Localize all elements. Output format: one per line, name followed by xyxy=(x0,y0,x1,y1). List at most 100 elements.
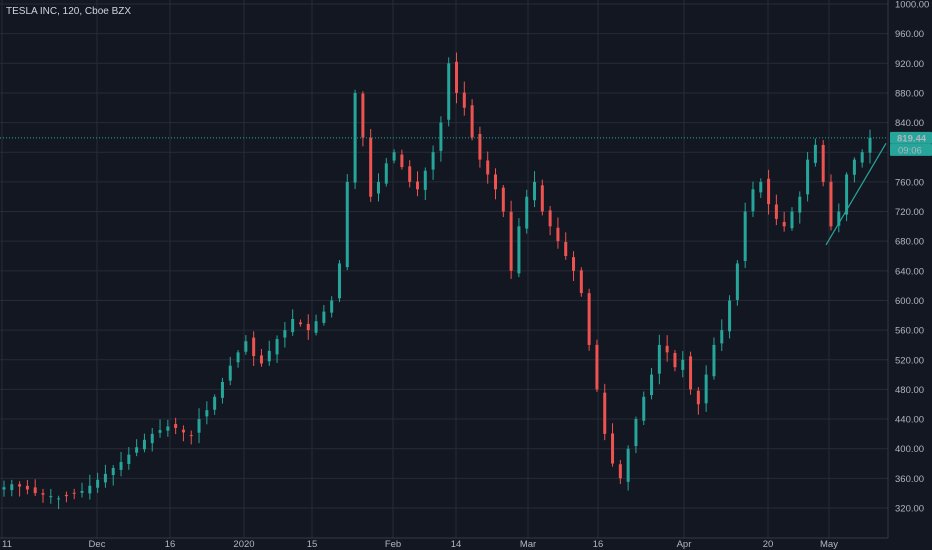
candle-body xyxy=(330,300,334,313)
chart-grid xyxy=(0,0,888,538)
time-tick-label: 15 xyxy=(307,539,318,550)
candle-body xyxy=(306,323,310,331)
candle-body xyxy=(322,311,326,323)
candle-body xyxy=(384,163,388,184)
candle-body xyxy=(587,293,591,345)
candle-body xyxy=(205,410,209,417)
candle-body xyxy=(626,448,630,482)
price-tick-label: 480.00 xyxy=(895,385,924,396)
candle-body xyxy=(751,189,755,212)
candle-body xyxy=(486,160,490,175)
candle-body xyxy=(369,137,373,197)
candle-body xyxy=(767,178,771,205)
candle-body xyxy=(345,181,349,268)
last-price-label: 819.44 09:06 xyxy=(890,131,932,156)
candle-body xyxy=(525,196,529,229)
last-price-text: 819.44 xyxy=(897,133,927,144)
candle-body xyxy=(244,341,248,352)
candle-body xyxy=(540,185,544,212)
candle-body xyxy=(728,300,732,332)
candle-body xyxy=(267,350,271,362)
time-tick-label: Feb xyxy=(385,539,401,550)
price-tick-label: 1000.00 xyxy=(895,0,929,11)
candle-body xyxy=(501,187,505,212)
candle-body xyxy=(689,356,693,390)
candle-body xyxy=(743,211,747,261)
candle-body xyxy=(72,492,76,494)
candle-body xyxy=(415,181,419,190)
candle-body xyxy=(517,226,521,274)
candle-body xyxy=(361,93,365,138)
candle-body xyxy=(704,374,708,404)
candle-body xyxy=(174,423,178,428)
candle-body xyxy=(431,152,435,170)
candle-body xyxy=(189,435,193,437)
price-tick-label: 640.00 xyxy=(895,266,924,277)
candle-body xyxy=(829,181,833,227)
time-tick-label: May xyxy=(820,539,838,550)
candle-body xyxy=(720,330,724,344)
candle-body xyxy=(298,322,302,325)
candle-body xyxy=(166,426,170,431)
price-tick-label: 520.00 xyxy=(895,355,924,366)
candle-body xyxy=(650,374,654,396)
candle-body xyxy=(564,241,568,256)
time-axis[interactable]: 11 Dec 16 2020 15 Feb 14 Mar 16 Apr 20 May xyxy=(2,539,838,550)
price-tick-label: 360.00 xyxy=(895,474,924,485)
candle-body xyxy=(57,498,61,500)
candle-body xyxy=(252,337,256,357)
candle-body xyxy=(595,344,599,390)
candle-body xyxy=(611,433,615,464)
candle-body xyxy=(618,464,622,479)
candle-body xyxy=(806,159,810,195)
candle-body xyxy=(111,467,115,476)
price-tick-label: 400.00 xyxy=(895,444,924,455)
price-axis[interactable]: 1000.00960.00920.00880.00840.00800.00760… xyxy=(895,0,929,515)
candle-body xyxy=(80,490,84,493)
candle-body xyxy=(283,330,287,338)
price-tick-label: 880.00 xyxy=(895,88,924,99)
candle-body xyxy=(135,447,139,453)
trend-line xyxy=(825,143,887,246)
candle-body xyxy=(447,63,451,120)
candle-body xyxy=(213,396,217,410)
candle-body xyxy=(259,355,263,364)
time-tick-label: Dec xyxy=(89,539,106,550)
candle-body xyxy=(782,222,786,227)
candle-body xyxy=(158,430,162,433)
price-tick-label: 320.00 xyxy=(895,504,924,515)
time-tick-label: Apr xyxy=(677,539,692,550)
candle-body xyxy=(64,494,68,497)
candle-body xyxy=(548,210,552,227)
candle-body xyxy=(868,137,872,153)
candle-body xyxy=(275,339,279,355)
candle-body xyxy=(455,61,459,93)
candle-body xyxy=(837,211,841,226)
time-tick-label: 11 xyxy=(2,539,12,550)
candle-body xyxy=(681,359,685,370)
candle-body xyxy=(103,473,107,483)
candle-body xyxy=(142,439,146,450)
price-tick-label: 960.00 xyxy=(895,29,924,40)
candle-body xyxy=(49,496,53,498)
price-tick-label: 760.00 xyxy=(895,177,924,188)
candle-body xyxy=(509,211,513,271)
candle-body xyxy=(665,345,669,353)
candles xyxy=(2,52,872,510)
candle-body xyxy=(759,181,763,193)
candle-body xyxy=(181,429,185,433)
candle-body xyxy=(845,174,849,215)
price-tick-label: 680.00 xyxy=(895,237,924,248)
candle-body xyxy=(657,344,661,374)
candle-body xyxy=(392,152,396,161)
candle-body xyxy=(696,390,700,405)
candle-body xyxy=(439,122,443,151)
candle-body xyxy=(735,263,739,300)
price-tick-label: 920.00 xyxy=(895,59,924,70)
time-tick-label: 16 xyxy=(593,539,604,550)
time-tick-label: 2020 xyxy=(233,539,254,550)
chart-title: TESLA INC, 120, Cboe BZX xyxy=(6,6,132,17)
candle-body xyxy=(220,382,224,398)
candle-body xyxy=(470,105,474,138)
